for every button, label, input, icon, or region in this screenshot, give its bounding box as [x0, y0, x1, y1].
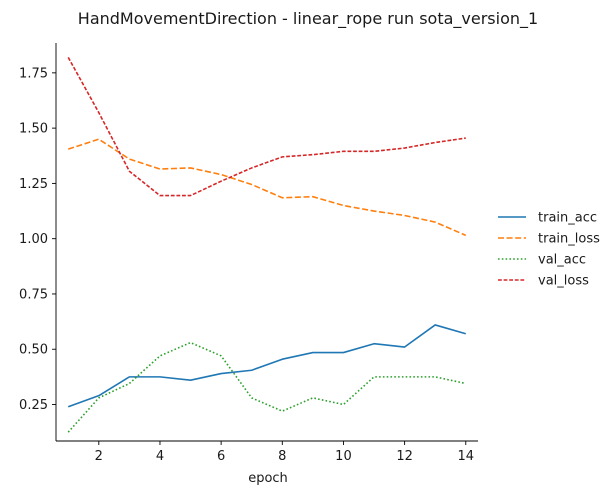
y-tick-label: 1.50 [19, 122, 48, 137]
series-line-train-acc [67, 324, 466, 408]
x-tick-label: 4 [156, 449, 164, 464]
x-tick-label: 14 [457, 449, 474, 464]
y-tick-label: 0.75 [19, 287, 48, 302]
y-tick-label: 0.50 [19, 343, 48, 358]
x-tick-label: 12 [396, 449, 413, 464]
x-tick-label: 6 [217, 449, 225, 464]
legend: train_acc train_loss val_acc val_loss [498, 211, 600, 289]
legend-label-val-acc: val_acc [538, 253, 586, 268]
legend-label-train-loss: train_loss [538, 232, 600, 247]
y-tick-label: 0.25 [19, 398, 48, 413]
y-tick-label: 1.75 [19, 66, 48, 81]
x-axis-label: epoch [248, 471, 288, 486]
series-lines [67, 56, 467, 433]
series-line-val-acc [67, 341, 466, 433]
y-tick-label: 1.25 [19, 177, 48, 192]
series-line-train-loss [67, 138, 467, 237]
legend-label-val-loss: val_loss [538, 274, 589, 289]
axes: 2 4 6 8 10 12 14 0.25 0.50 0.75 1.00 1.25 1.50 1.75 [19, 43, 478, 464]
y-tick-label: 1.00 [19, 232, 48, 247]
x-tick-label: 10 [335, 449, 352, 464]
legend-label-train-acc: train_acc [538, 211, 597, 226]
series-line-val-loss [67, 56, 466, 197]
x-tick-label: 2 [95, 449, 103, 464]
chart-title: HandMovementDirection - linear_rope run … [78, 9, 538, 29]
x-tick-label: 8 [278, 449, 286, 464]
